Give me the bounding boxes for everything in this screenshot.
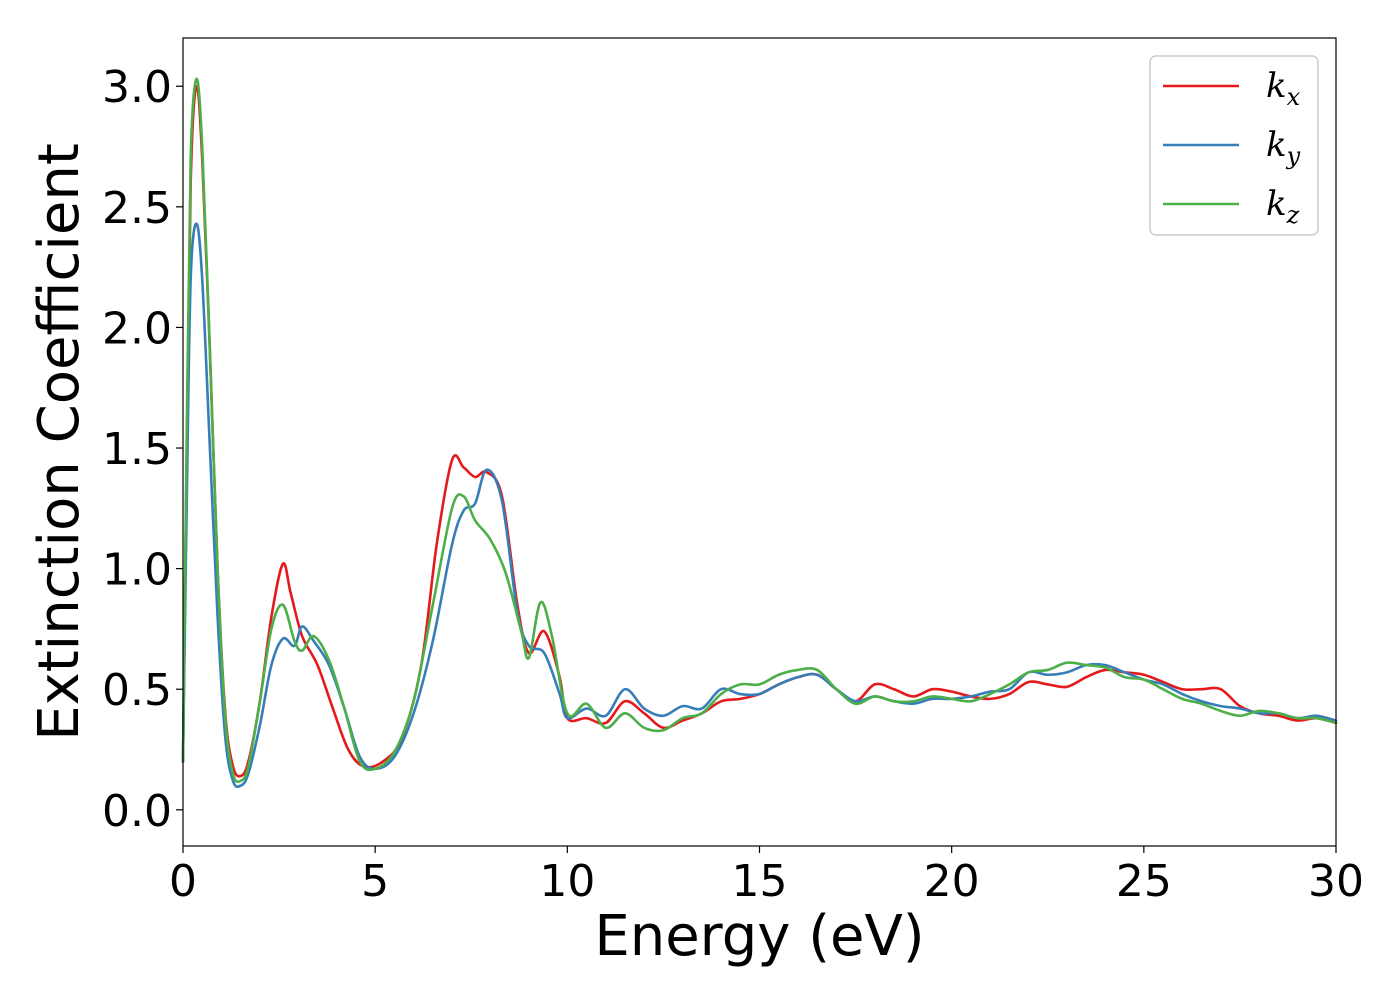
x-tick-label: 15 [732, 856, 788, 907]
series-line-k-z [181, 77, 1338, 784]
legend-label-k-z: kz [1266, 184, 1300, 229]
x-tick-label: 5 [361, 856, 389, 907]
x-axis-ticks: 0 5 10 15 20 25 30 [169, 846, 1364, 907]
y-tick-label: 0.0 [102, 786, 172, 837]
legend-label-k-x: kx [1266, 66, 1301, 111]
x-axis-label: Energy (eV) [594, 904, 924, 969]
y-tick-label: 3.0 [102, 62, 172, 113]
legend-label-k-y: ky [1266, 125, 1301, 170]
y-tick-label: 0.5 [102, 665, 172, 716]
y-tick-label: 2.0 [102, 303, 172, 354]
y-tick-label: 1.5 [102, 424, 172, 475]
y-tick-label: 2.5 [102, 183, 172, 234]
y-axis-label: Extinction Coefficient [27, 143, 92, 741]
y-axis-ticks: 0.0 0.5 1.0 1.5 2.0 2.5 3.0 [102, 62, 183, 837]
series-line-k-x [181, 84, 1338, 778]
legend: kx ky kz [1149, 55, 1319, 236]
x-tick-label: 10 [539, 856, 595, 907]
x-tick-label: 25 [1116, 856, 1172, 907]
x-tick-label: 30 [1308, 856, 1364, 907]
series-layer [181, 77, 1338, 789]
y-tick-label: 1.0 [102, 545, 172, 596]
x-tick-label: 0 [169, 856, 197, 907]
x-tick-label: 20 [924, 856, 980, 907]
